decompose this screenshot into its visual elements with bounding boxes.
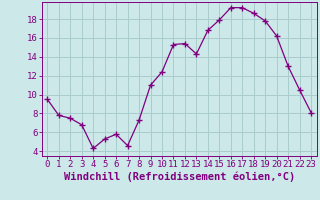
X-axis label: Windchill (Refroidissement éolien,°C): Windchill (Refroidissement éolien,°C) xyxy=(64,172,295,182)
